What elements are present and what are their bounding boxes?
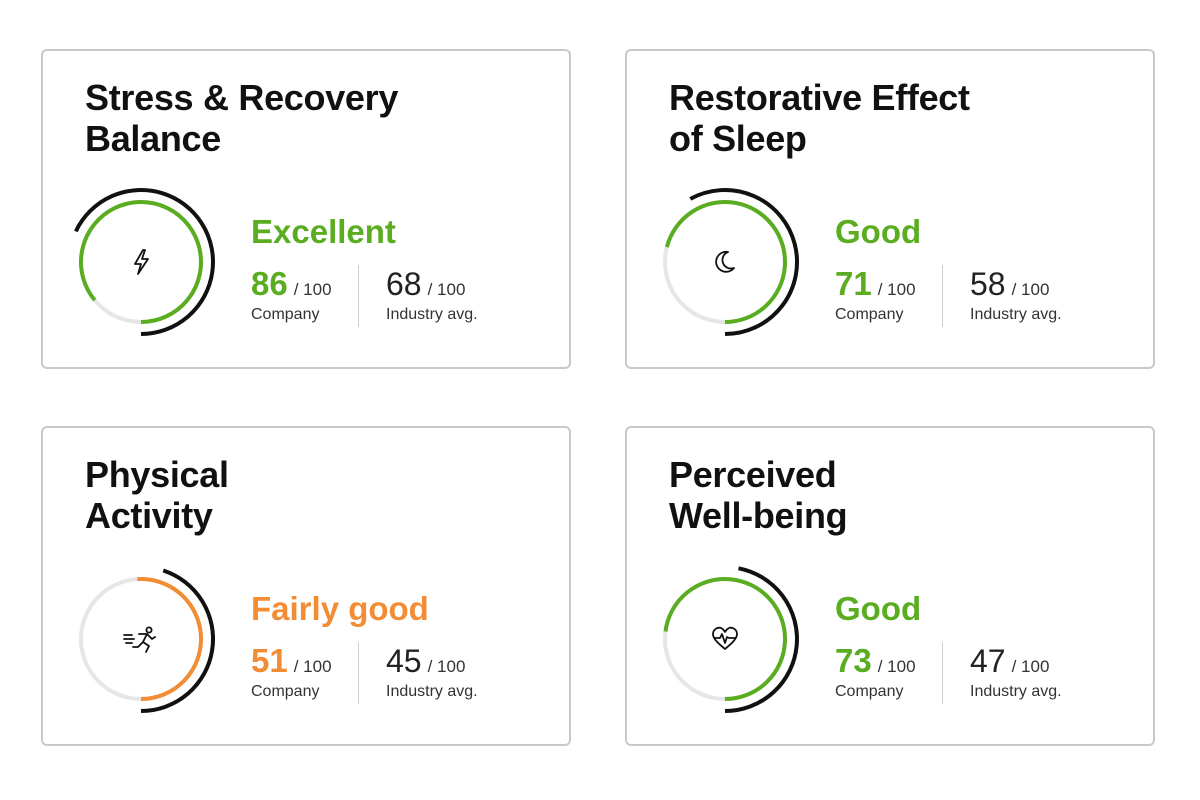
industry-stat: 47 / 100 Industry avg. — [970, 641, 1062, 701]
scale-label: / 100 — [1011, 280, 1050, 299]
gauge-svg — [663, 188, 799, 336]
score-gauge — [657, 564, 807, 714]
score-card-physical-activity: Physical Activity Fairly good 51 / 100 Co… — [41, 426, 571, 746]
scale-label: / 100 — [877, 280, 916, 299]
score-card-sleep: Restorative Effect of Sleep Good 71 / 100… — [625, 49, 1155, 369]
company-stat: 51 / 100 Company — [251, 641, 332, 701]
moon-icon — [715, 250, 735, 273]
company-label: Company — [251, 306, 320, 323]
industry-label: Industry avg. — [386, 306, 478, 323]
gauge-svg — [74, 188, 215, 336]
divider — [358, 265, 359, 327]
scale-label: / 100 — [1011, 657, 1050, 676]
company-label: Company — [835, 306, 904, 323]
score-card-stress-recovery: Stress & Recovery Balance Excellent 86 / … — [41, 49, 571, 369]
company-stat: 86 / 100 Company — [251, 264, 332, 324]
gauge-svg — [663, 566, 799, 713]
industry-stat: 68 / 100 Industry avg. — [386, 264, 478, 324]
rating-label: Fairly good — [251, 590, 429, 627]
card-title: Stress & Recovery Balance — [85, 77, 399, 159]
rating-label: Good — [835, 213, 922, 250]
industry-score: 58 — [970, 266, 1006, 302]
gauge-svg — [79, 568, 216, 713]
divider — [358, 642, 359, 704]
lightning-bolt-icon — [134, 249, 149, 275]
card-title: Perceived Well-being — [669, 454, 848, 536]
divider — [942, 642, 943, 704]
company-score-arc — [664, 200, 787, 324]
score-gauge — [73, 187, 223, 337]
industry-label: Industry avg. — [386, 683, 478, 700]
running-person-icon — [123, 626, 156, 653]
scale-label: / 100 — [877, 657, 916, 676]
scale-label: / 100 — [427, 657, 466, 676]
industry-score: 47 — [970, 643, 1006, 679]
company-label: Company — [835, 683, 904, 700]
company-score: 71 — [835, 265, 872, 302]
industry-avg-arc — [689, 188, 799, 336]
industry-stat: 45 / 100 Industry avg. — [386, 641, 478, 701]
company-score: 86 — [251, 265, 288, 302]
industry-label: Industry avg. — [970, 683, 1062, 700]
industry-avg-arc — [724, 566, 799, 713]
scale-label: / 100 — [427, 280, 466, 299]
company-stat: 73 / 100 Company — [835, 641, 916, 701]
company-score: 51 — [251, 642, 288, 679]
industry-score: 68 — [386, 266, 422, 302]
scale-label: / 100 — [293, 280, 332, 299]
industry-score: 45 — [386, 643, 422, 679]
industry-avg-arc — [140, 568, 216, 713]
company-score: 73 — [835, 642, 872, 679]
company-score-arc — [79, 200, 203, 324]
industry-avg-arc — [74, 188, 215, 336]
divider — [942, 265, 943, 327]
industry-label: Industry avg. — [970, 306, 1062, 323]
heart-pulse-icon — [712, 626, 738, 650]
industry-stat: 58 / 100 Industry avg. — [970, 264, 1062, 324]
rating-label: Good — [835, 590, 922, 627]
score-gauge — [73, 564, 223, 714]
card-title: Physical Activity — [85, 454, 229, 536]
company-score-arc — [663, 577, 787, 701]
company-label: Company — [251, 683, 320, 700]
company-score-arc — [137, 577, 203, 701]
card-title: Restorative Effect of Sleep — [669, 77, 970, 159]
rating-label: Excellent — [251, 213, 396, 250]
score-gauge — [657, 187, 807, 337]
scale-label: / 100 — [293, 657, 332, 676]
score-card-wellbeing: Perceived Well-being Good 73 / 100 Compan… — [625, 426, 1155, 746]
company-stat: 71 / 100 Company — [835, 264, 916, 324]
